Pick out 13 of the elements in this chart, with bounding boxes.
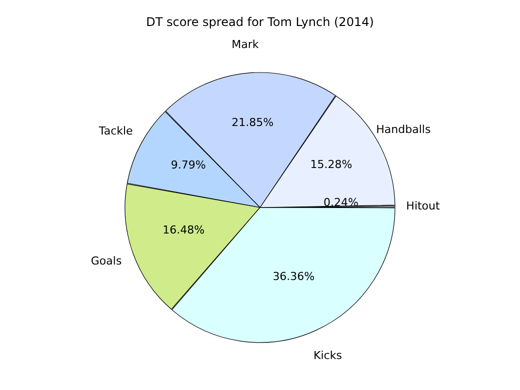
data-label: 9.79% [170,158,206,172]
slice-label: Handballs [376,123,431,136]
slice-label: Kicks [314,348,342,362]
data-label: 15.28% [310,158,352,172]
chart-title: DT score spread for Tom Lynch (2014) [146,15,374,29]
data-label: 21.85% [232,116,274,129]
slice-label: Hitout [406,199,441,212]
slice-label: Tackle [98,124,134,138]
data-label: 16.48% [162,223,205,236]
slice-label: Goals [90,254,122,268]
data-label: 0.24% [324,196,358,209]
slice-label: Mark [232,38,260,52]
data-label: 36.36% [272,270,315,284]
